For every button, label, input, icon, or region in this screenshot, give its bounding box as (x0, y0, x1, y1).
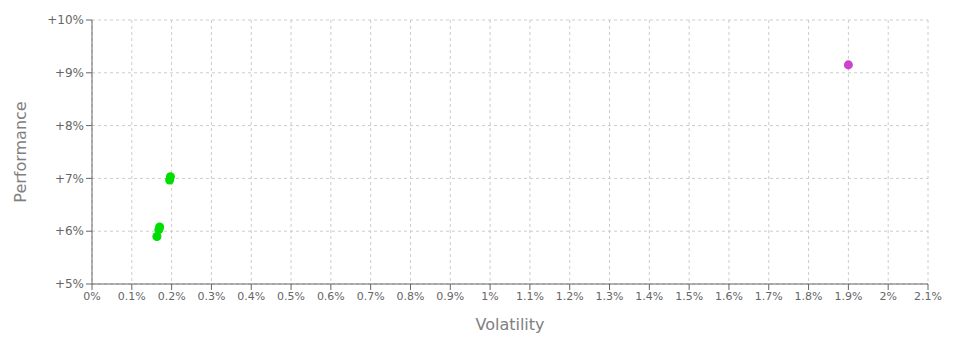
svg-text:0%: 0% (83, 290, 100, 303)
svg-text:0.3%: 0.3% (197, 290, 225, 303)
svg-text:0.9%: 0.9% (436, 290, 464, 303)
svg-text:0.4%: 0.4% (237, 290, 265, 303)
svg-text:1%: 1% (481, 290, 498, 303)
svg-text:1.4%: 1.4% (635, 290, 663, 303)
svg-text:1.1%: 1.1% (516, 290, 544, 303)
svg-text:1.2%: 1.2% (556, 290, 584, 303)
svg-text:2.1%: 2.1% (914, 290, 942, 303)
svg-text:1.8%: 1.8% (795, 290, 823, 303)
svg-text:+5%: +5% (55, 277, 84, 291)
svg-text:1.3%: 1.3% (596, 290, 624, 303)
svg-text:1.5%: 1.5% (675, 290, 703, 303)
svg-text:+6%: +6% (55, 224, 84, 238)
svg-text:1.9%: 1.9% (834, 290, 862, 303)
svg-text:2%: 2% (879, 290, 896, 303)
svg-text:+8%: +8% (55, 119, 84, 133)
svg-text:+9%: +9% (55, 66, 84, 80)
svg-text:1.7%: 1.7% (755, 290, 783, 303)
svg-text:0.8%: 0.8% (396, 290, 424, 303)
svg-text:Volatility: Volatility (475, 315, 544, 334)
svg-text:0.7%: 0.7% (357, 290, 385, 303)
svg-text:Performance: Performance (11, 101, 30, 202)
svg-text:1.6%: 1.6% (715, 290, 743, 303)
svg-text:0.1%: 0.1% (118, 290, 146, 303)
svg-text:+10%: +10% (47, 13, 84, 27)
svg-text:0.5%: 0.5% (277, 290, 305, 303)
svg-text:+7%: +7% (55, 172, 84, 186)
svg-text:0.6%: 0.6% (317, 290, 345, 303)
svg-text:0.2%: 0.2% (158, 290, 186, 303)
